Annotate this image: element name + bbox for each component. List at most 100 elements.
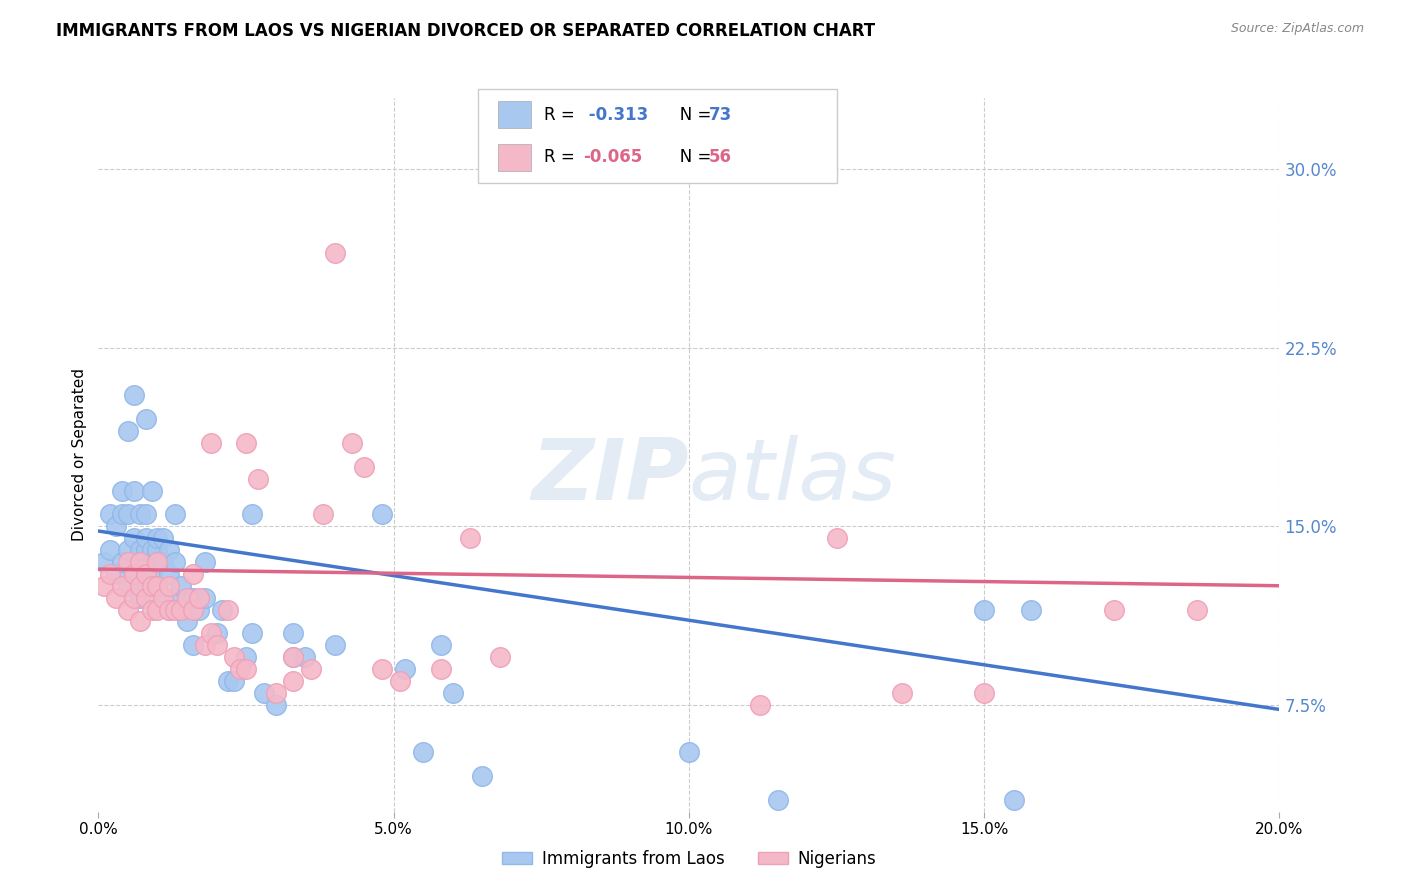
Point (122, 531, 145, 545)
Point (170, 602, 193, 616)
Point (128, 615, 150, 629)
Point (283, 673, 305, 688)
Point (181, 591, 204, 605)
Point (200, 626, 222, 640)
Point (128, 579, 150, 593)
Point (1021, 602, 1043, 616)
Point (176, 615, 198, 629)
Point (194, 555, 217, 569)
Point (342, 436, 364, 450)
Point (117, 424, 139, 438)
Text: R =: R = (544, 106, 581, 124)
Point (205, 638, 228, 652)
Point (240, 508, 263, 522)
Point (264, 698, 287, 712)
Point (146, 531, 169, 545)
Point (157, 579, 180, 593)
Point (825, 531, 848, 545)
Point (489, 650, 512, 665)
Point (111, 483, 134, 498)
Point (246, 472, 269, 486)
Point (235, 436, 257, 450)
Point (748, 698, 770, 712)
Point (264, 686, 287, 700)
Point (205, 626, 228, 640)
Text: ZIP: ZIP (531, 434, 689, 518)
Point (224, 650, 246, 665)
Point (441, 686, 464, 700)
Point (93, 579, 115, 593)
Point (1102, 602, 1125, 616)
Point (128, 508, 150, 522)
Point (1185, 602, 1208, 616)
Point (430, 662, 453, 676)
Point (146, 555, 169, 569)
Point (200, 436, 222, 450)
Point (128, 591, 150, 605)
Point (235, 650, 257, 665)
Point (194, 638, 217, 652)
Point (152, 591, 174, 605)
Point (111, 579, 134, 593)
Point (283, 626, 305, 640)
Point (170, 579, 193, 593)
Point (371, 662, 394, 676)
Point (117, 579, 139, 593)
Point (224, 673, 246, 688)
Point (294, 650, 316, 665)
Point (187, 602, 209, 616)
Point (152, 531, 174, 545)
Point (165, 508, 187, 522)
Point (388, 673, 411, 688)
Text: R =: R = (544, 148, 581, 166)
Point (135, 543, 157, 558)
Text: atlas: atlas (689, 434, 897, 518)
Point (157, 543, 180, 558)
Point (141, 566, 163, 581)
Point (146, 555, 169, 569)
Point (471, 769, 494, 783)
Point (141, 579, 163, 593)
Point (181, 602, 204, 616)
Point (412, 745, 434, 759)
Point (122, 591, 145, 605)
Point (973, 686, 995, 700)
Point (283, 650, 305, 665)
Point (187, 591, 209, 605)
Point (157, 566, 180, 581)
Point (394, 662, 416, 676)
Point (152, 591, 174, 605)
Point (152, 555, 174, 569)
Point (122, 566, 145, 581)
Point (211, 602, 233, 616)
Point (253, 686, 276, 700)
Point (122, 483, 145, 498)
Point (135, 412, 157, 426)
Point (146, 543, 169, 558)
Point (105, 591, 128, 605)
Point (323, 638, 346, 652)
Text: 56: 56 (709, 148, 731, 166)
Point (678, 745, 700, 759)
Point (766, 793, 789, 807)
Point (98, 508, 121, 522)
Y-axis label: Divorced or Separated: Divorced or Separated (72, 368, 87, 541)
Point (122, 566, 145, 581)
Point (141, 483, 163, 498)
Point (135, 508, 157, 522)
Point (973, 602, 995, 616)
Point (165, 591, 187, 605)
Point (157, 602, 180, 616)
Point (122, 388, 145, 402)
Point (229, 662, 252, 676)
Text: 73: 73 (709, 106, 733, 124)
Text: N =: N = (664, 148, 716, 166)
Point (217, 673, 239, 688)
Point (117, 508, 139, 522)
Point (98, 543, 121, 558)
Point (194, 591, 217, 605)
Text: N =: N = (664, 106, 716, 124)
Point (181, 566, 204, 581)
Point (312, 508, 335, 522)
Point (371, 508, 394, 522)
